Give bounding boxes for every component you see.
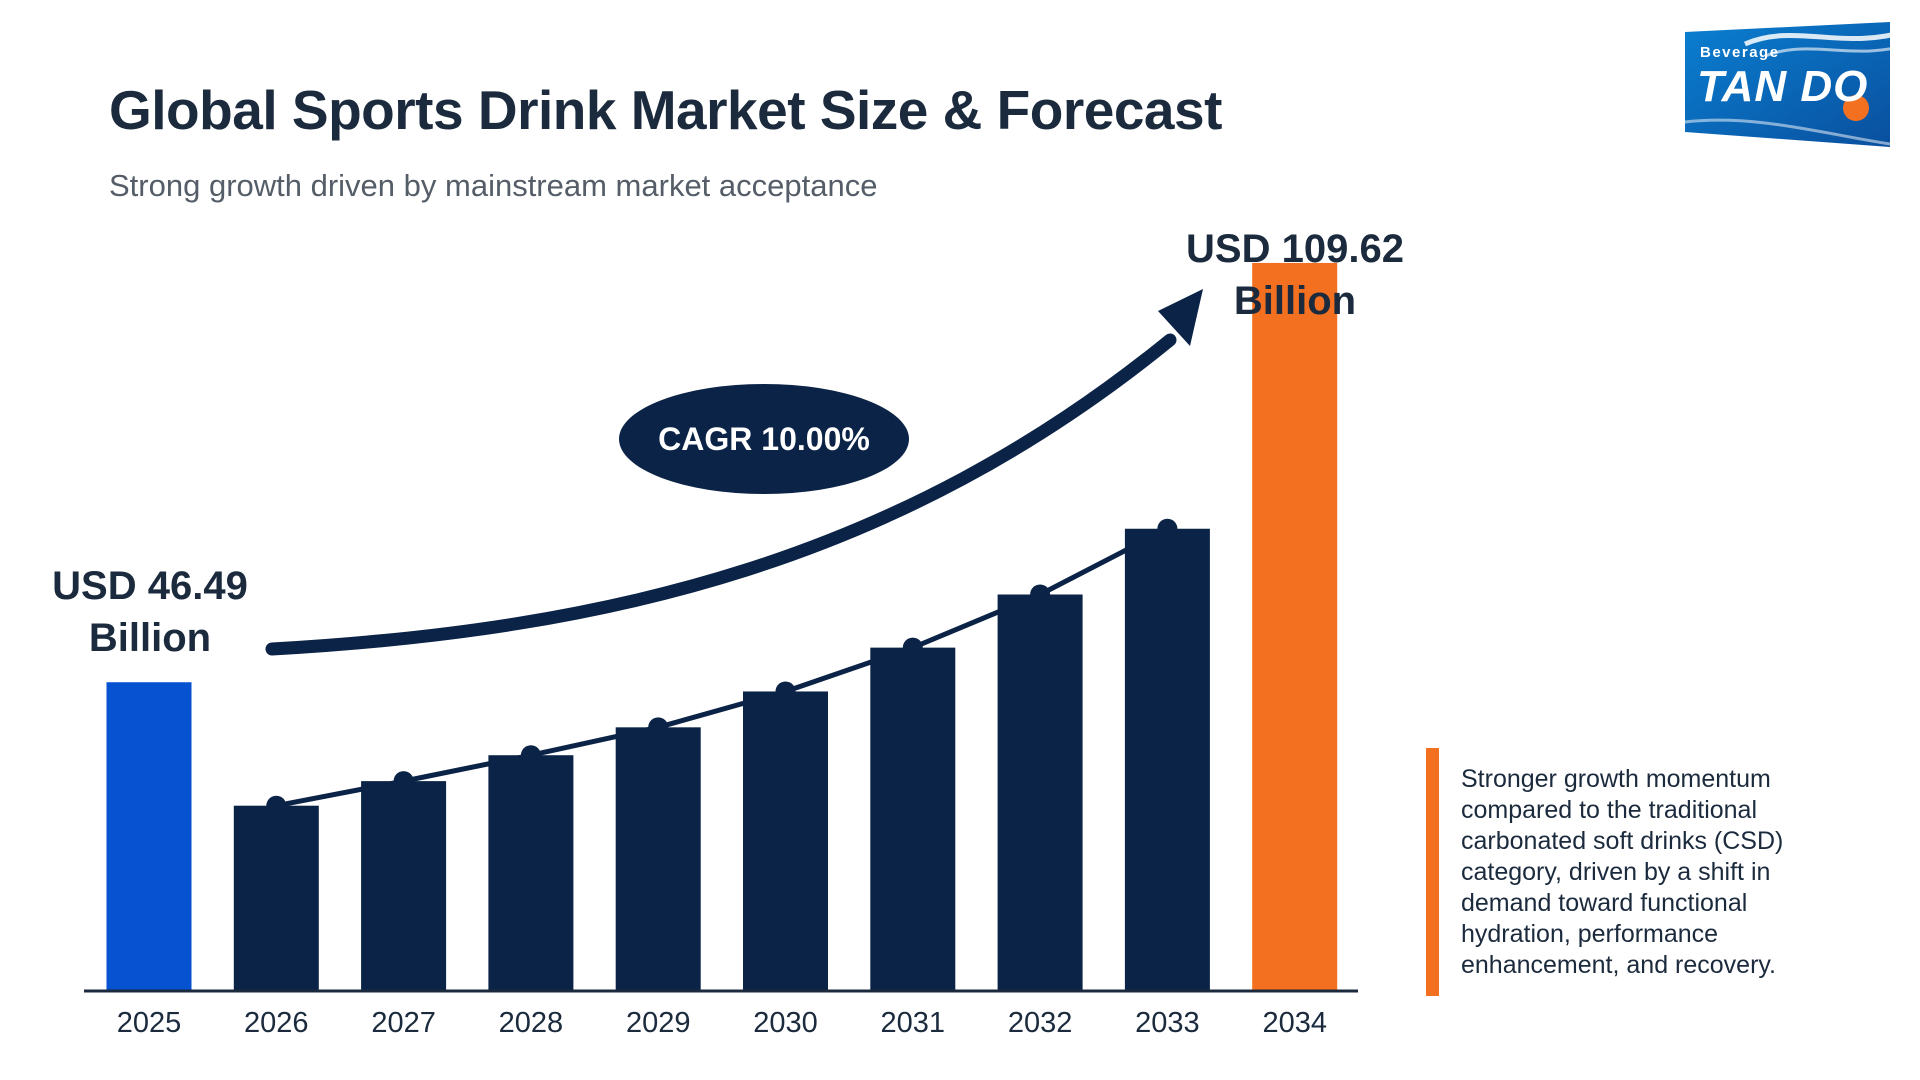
trend-point: [902, 637, 923, 658]
x-tick-label: 2025: [117, 1007, 182, 1039]
trend-point: [775, 681, 796, 702]
bar-2030: [743, 691, 828, 991]
trend-point: [1030, 584, 1051, 605]
x-tick-label: 2029: [626, 1007, 691, 1039]
bar-2025: [106, 682, 192, 991]
x-tick-label: 2026: [244, 1007, 309, 1039]
x-tick-label: 2031: [881, 1007, 946, 1039]
trend-point: [520, 745, 541, 766]
bar-2027: [361, 781, 447, 991]
note-accent-bar: [1426, 748, 1439, 996]
x-tick-label: 2027: [371, 1007, 436, 1039]
end-value-label: USD 109.62 Billion: [1170, 223, 1420, 327]
logo-small-text: Beverage: [1700, 44, 1780, 61]
brand-logo: Beverage TAN DO: [1685, 22, 1910, 150]
trend-point: [266, 795, 287, 816]
end-value: USD 109.62: [1186, 227, 1404, 271]
note-text: Stronger growth momentum compared to the…: [1461, 765, 1784, 979]
bar-2031: [870, 647, 956, 991]
start-value: USD 46.49: [52, 564, 248, 608]
trend-line: [275, 526, 1169, 809]
trend-point: [393, 771, 414, 792]
x-tick-label: 2032: [1008, 1007, 1073, 1039]
page-subtitle: Strong growth driven by mainstream marke…: [109, 168, 878, 203]
bar-2029: [615, 727, 701, 991]
x-tick-label: 2033: [1135, 1007, 1200, 1039]
page-title: Global Sports Drink Market Size & Foreca…: [109, 79, 1222, 141]
arrow-head-icon: [1158, 289, 1203, 346]
start-value-label: USD 46.49 Billion: [40, 560, 260, 664]
cagr-badge: CAGR 10.00%: [619, 384, 909, 494]
start-unit: Billion: [88, 616, 212, 660]
end-unit: Billion: [1233, 279, 1357, 323]
logo-badge-icon: [1685, 22, 1910, 147]
growth-arrow: [265, 289, 1203, 656]
bar-2032: [997, 594, 1083, 991]
bar-2034: [1252, 262, 1338, 991]
x-tick-label: 2030: [753, 1007, 818, 1039]
bar-2033: [1124, 528, 1210, 991]
trend-point: [648, 717, 669, 738]
bar-2026: [233, 805, 319, 991]
bar-2028: [488, 755, 574, 991]
x-tick-label: 2034: [1262, 1007, 1327, 1039]
trend-point: [1157, 518, 1178, 539]
x-tick-label: 2028: [499, 1007, 564, 1039]
logo-brand-text: TAN DO: [1697, 62, 1869, 111]
